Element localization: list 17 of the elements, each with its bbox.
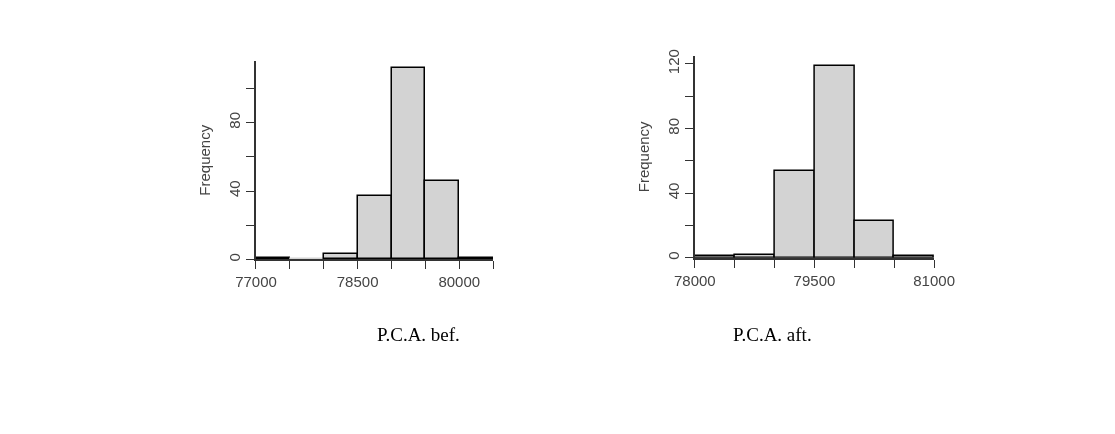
y-tick-label: 80 xyxy=(226,111,244,129)
y-tick-label: 0 xyxy=(665,251,683,260)
x-tick-label: 78500 xyxy=(336,273,379,291)
y-axis-title: Frequency xyxy=(195,124,213,196)
y-tick-label: 80 xyxy=(665,117,683,135)
x-tick-label: 77000 xyxy=(235,273,277,291)
x-tick-label: 79500 xyxy=(793,271,836,289)
y-tick-label: 0 xyxy=(226,253,244,262)
y-axis-title: Frequency xyxy=(634,120,652,193)
x-tick-label: 81000 xyxy=(913,271,955,289)
x-tick-label: 78000 xyxy=(673,271,716,289)
x-axis-title: P.C.A. aft. xyxy=(733,324,812,345)
y-tick-label: 40 xyxy=(665,182,683,200)
y-tick-label: 40 xyxy=(226,180,244,198)
x-tick-label: 80000 xyxy=(438,273,481,291)
y-tick-label: 120 xyxy=(665,49,683,75)
x-axis-title: P.C.A. bef. xyxy=(377,324,460,345)
